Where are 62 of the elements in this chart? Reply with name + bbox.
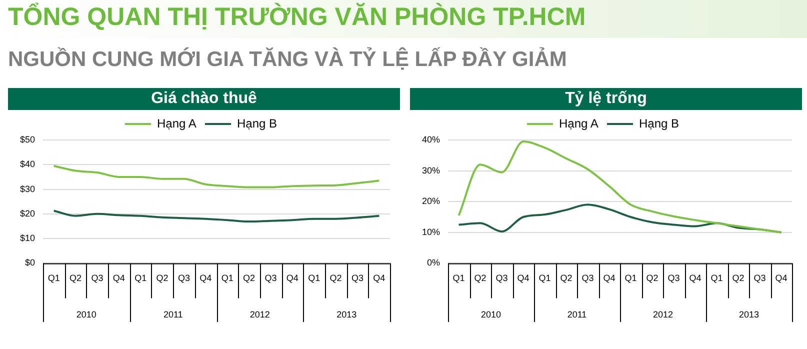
x-tick-label: Q4 bbox=[286, 273, 298, 284]
legend-label: Hạng A bbox=[156, 116, 196, 130]
x-tick-label: Q2 bbox=[330, 273, 342, 284]
x-tick-label: Q4 bbox=[775, 273, 788, 284]
x-tick-label: Q4 bbox=[112, 273, 125, 284]
x-tick-label: Q4 bbox=[200, 273, 212, 284]
x-tick-label: Q4 bbox=[373, 273, 386, 284]
line-series bbox=[52, 164, 380, 188]
x-tick-label: Q2 bbox=[560, 273, 572, 284]
x-tick-label: Q3 bbox=[351, 273, 364, 284]
chart-title: Tỷ lệ trống bbox=[410, 88, 802, 110]
text: 2013 bbox=[336, 310, 357, 320]
y-tick-label: 40% bbox=[422, 134, 440, 144]
x-tick-label: Q3 bbox=[264, 273, 277, 284]
x-tick-label: Q1 bbox=[221, 273, 234, 284]
x-tick-label: Q3 bbox=[178, 273, 190, 284]
x-tick-label: Q1 bbox=[710, 273, 723, 284]
text: 2013 bbox=[738, 310, 760, 320]
text: 2011 bbox=[567, 310, 587, 320]
line-series bbox=[458, 140, 782, 234]
y-tick-label: $30 bbox=[20, 184, 36, 194]
text: 2011 bbox=[163, 310, 183, 320]
x-tick-label: Q1 bbox=[308, 273, 320, 284]
x-tick-label: Q1 bbox=[452, 273, 465, 284]
text: NGUỒN CUNG MỚI GIA TĂNG VÀ TỶ LỆ LẤP ĐẦY GIẢM bbox=[8, 48, 567, 72]
y-tick-label: $40 bbox=[20, 159, 36, 170]
x-tick-label: Q2 bbox=[70, 273, 82, 284]
x-tick-label: Q4 bbox=[603, 273, 616, 284]
text: TỔNG QUAN THỊ TRƯỜNG VĂN PHÒNG TP.HCM bbox=[8, 3, 586, 32]
x-tick-label: Q1 bbox=[538, 273, 551, 284]
text: 2010 bbox=[76, 310, 96, 320]
x-tick-label: Q3 bbox=[754, 273, 766, 284]
y-tick-label: 0% bbox=[427, 258, 440, 268]
x-tick-label: Q1 bbox=[624, 273, 637, 284]
text: 2010 bbox=[480, 310, 502, 320]
x-tick-label: Q2 bbox=[732, 273, 744, 284]
text: 2012 bbox=[250, 310, 270, 320]
x-tick-label: Q3 bbox=[668, 273, 680, 284]
line-series bbox=[52, 210, 380, 223]
x-tick-label: Q2 bbox=[156, 273, 168, 284]
x-tick-label: Q2 bbox=[243, 273, 256, 284]
x-tick-label: Q3 bbox=[91, 273, 104, 284]
x-tick-label: Q1 bbox=[134, 273, 147, 284]
x-tick-label: Q2 bbox=[474, 273, 486, 284]
y-tick-label: $10 bbox=[20, 233, 36, 244]
y-tick-label: $20 bbox=[20, 208, 36, 218]
legend-label: Hạng A bbox=[558, 116, 598, 130]
x-tick-label: Q3 bbox=[582, 273, 594, 284]
x-tick-label: Q2 bbox=[646, 273, 658, 284]
y-tick-label: 20% bbox=[422, 196, 440, 206]
legend-label: Hạng B bbox=[237, 116, 278, 130]
x-tick-label: Q1 bbox=[48, 273, 60, 284]
y-tick-label: $50 bbox=[20, 134, 36, 144]
y-tick-label: $0 bbox=[25, 258, 36, 268]
y-tick-label: 10% bbox=[422, 226, 440, 237]
x-tick-label: Q3 bbox=[496, 273, 508, 284]
chart-title: Giá chào thuê bbox=[8, 88, 400, 110]
y-tick-label: 30% bbox=[422, 165, 440, 176]
text: 2012 bbox=[652, 310, 674, 320]
legend-label: Hạng B bbox=[639, 116, 680, 130]
x-tick-label: Q4 bbox=[517, 273, 530, 284]
x-tick-label: Q4 bbox=[689, 273, 702, 284]
